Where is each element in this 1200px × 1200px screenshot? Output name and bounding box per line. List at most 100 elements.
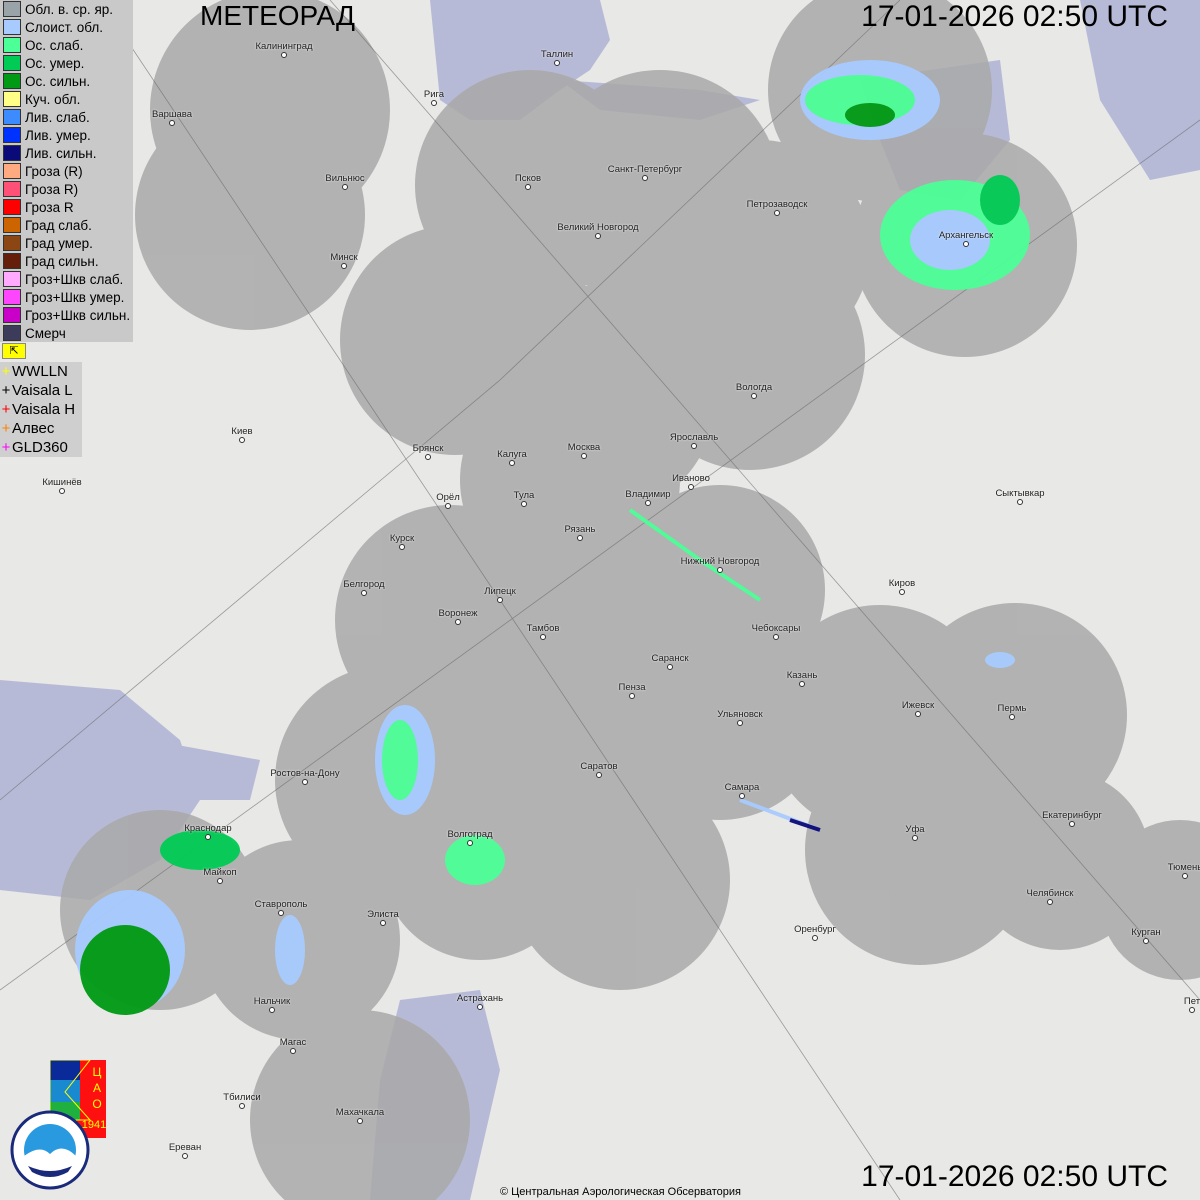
legend-item: Гроза R: [0, 198, 133, 216]
city-marker: [342, 184, 348, 190]
city-label: Ижевск: [901, 700, 935, 711]
city-marker: [540, 634, 546, 640]
city-label: Владимир: [625, 489, 671, 500]
legend-item: Гроз+Шкв умер.: [0, 288, 133, 306]
city-label: Тюмень: [1167, 862, 1200, 873]
lightning-legend-item: + Vaisala H: [0, 400, 82, 419]
lightning-label: Алвес: [12, 420, 55, 437]
legend-label: Лив. умер.: [25, 127, 91, 143]
city-marker: [239, 1103, 245, 1109]
city-label: Великий Новгород: [557, 222, 639, 233]
lightning-legend-item: + Vaisala L: [0, 381, 82, 400]
map-title: МЕТЕОРАД: [200, 0, 355, 31]
roshydromet-logo: [10, 1110, 90, 1190]
legend-label: Гроза R: [25, 199, 74, 215]
svg-text:А: А: [93, 1081, 101, 1095]
city-marker: [302, 779, 308, 785]
city-label: Кишинёв: [42, 477, 82, 488]
city-label: Брянск: [412, 443, 444, 454]
city-label: Уфа: [905, 824, 925, 835]
legend-item: Ос. умер.: [0, 54, 133, 72]
legend-label: Куч. обл.: [25, 91, 81, 107]
legend-item: Слоист. обл.: [0, 18, 133, 36]
city-marker: [1009, 714, 1015, 720]
city-marker: [497, 597, 503, 603]
legend-item: Ос. слаб.: [0, 36, 133, 54]
city-marker: [774, 210, 780, 216]
city-marker: [1143, 938, 1149, 944]
legend-item: Гроза (R): [0, 162, 133, 180]
city-marker: [737, 720, 743, 726]
legend-swatch: [3, 145, 21, 161]
city-marker: [521, 501, 527, 507]
city-marker: [205, 834, 211, 840]
city-marker: [717, 567, 723, 573]
legend-label: Слоист. обл.: [25, 19, 104, 35]
legend-label: Гроз+Шкв слаб.: [25, 271, 124, 287]
legend-swatch: [3, 19, 21, 35]
legend-swatch: [3, 271, 21, 287]
legend-item: Град умер.: [0, 234, 133, 252]
city-marker: [477, 1004, 483, 1010]
city-marker: [1189, 1007, 1195, 1013]
city-marker: [361, 590, 367, 596]
city-label: Тбилиси: [223, 1092, 261, 1103]
city-label: Псков: [514, 173, 542, 184]
radar-coverage: [60, 0, 1200, 1200]
city-marker: [1182, 873, 1188, 879]
legend-label: Обл. в. ср. яр.: [25, 1, 114, 17]
city-label: Киев: [231, 426, 253, 437]
city-marker: [751, 393, 757, 399]
city-marker: [1047, 899, 1053, 905]
city-marker: [182, 1153, 188, 1159]
legend-swatch: [3, 325, 21, 341]
legend-swatch: [3, 1, 21, 17]
city-label: Тамбов: [526, 623, 560, 634]
cross-icon: +: [1, 363, 11, 380]
city-marker: [577, 535, 583, 541]
city-marker: [290, 1048, 296, 1054]
legend-swatch: [3, 73, 21, 89]
svg-text:О: О: [92, 1097, 101, 1111]
city-marker: [596, 772, 602, 778]
city-marker: [341, 263, 347, 269]
city-marker: [269, 1007, 275, 1013]
city-label: Краснодар: [184, 823, 232, 834]
city-label: Киров: [888, 578, 916, 589]
city-label: Оренбург: [794, 924, 836, 935]
city-marker: [357, 1118, 363, 1124]
legend-label: Град сильн.: [25, 253, 99, 269]
city-marker: [963, 241, 969, 247]
city-label: Воронеж: [438, 608, 478, 619]
city-marker: [812, 935, 818, 941]
lightning-legend-item: + Алвес: [0, 419, 82, 438]
legend-swatch: [3, 253, 21, 269]
city-marker: [629, 693, 635, 699]
city-marker: [773, 634, 779, 640]
city-marker: [217, 878, 223, 884]
city-marker: [595, 233, 601, 239]
city-label: Липецк: [484, 586, 516, 597]
city-marker: [799, 681, 805, 687]
legend-label: Ос. сильн.: [25, 73, 91, 89]
city-marker: [642, 175, 648, 181]
city-label: Калининград: [255, 41, 313, 52]
flag-toggle-button[interactable]: ⇱: [2, 343, 26, 359]
city-marker: [739, 793, 745, 799]
legend-label: Град слаб.: [25, 217, 92, 233]
city-marker: [278, 910, 284, 916]
city-marker: [899, 589, 905, 595]
city-marker: [169, 120, 175, 126]
city-label: Курган: [1131, 927, 1161, 938]
city-label: Рязань: [564, 524, 596, 535]
city-label: Калуга: [497, 449, 527, 460]
city-marker: [688, 484, 694, 490]
city-label: Тула: [513, 490, 535, 501]
legend-swatch: [3, 217, 21, 233]
legend-item: Ос. сильн.: [0, 72, 133, 90]
legend-swatch: [3, 163, 21, 179]
city-label: Казань: [786, 670, 818, 681]
city-label: Ставрополь: [254, 899, 308, 910]
city-marker: [645, 500, 651, 506]
